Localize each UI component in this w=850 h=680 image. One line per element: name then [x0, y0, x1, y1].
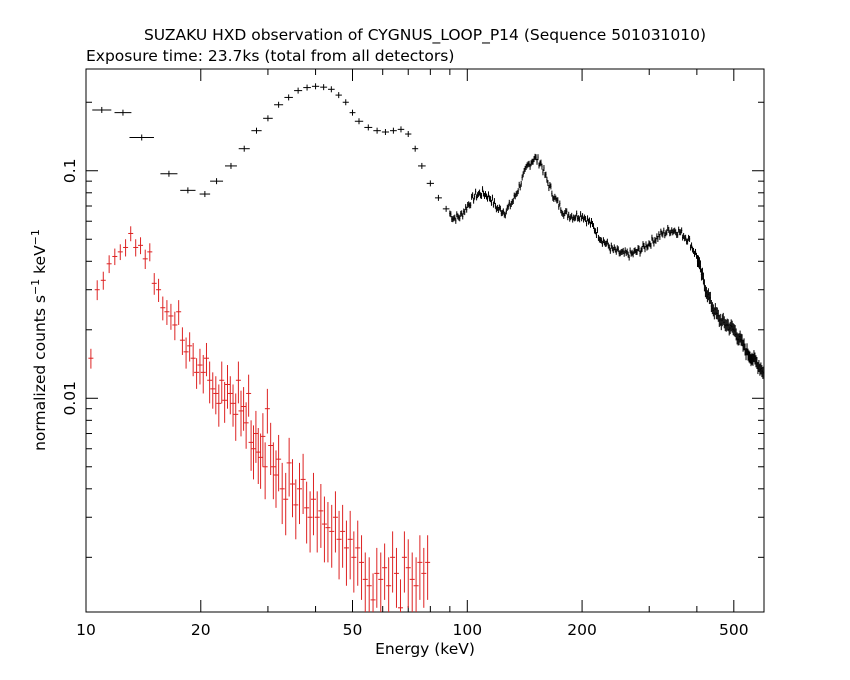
y-tick-label: 0.1	[61, 158, 79, 183]
minor-ticks	[86, 69, 765, 612]
x-tick-label: 500	[719, 621, 749, 639]
y-axis-label: normalized counts s−1 keV−1	[29, 229, 49, 451]
plot-frame	[85, 68, 765, 613]
x-tick-label: 100	[452, 621, 482, 639]
chart-subtitle: Exposure time: 23.7ks (total from all de…	[86, 47, 454, 65]
series-red	[88, 226, 431, 612]
chart-title: SUZAKU HXD observation of CYGNUS_LOOP_P1…	[144, 26, 706, 45]
y-axis: 0.1 0.01	[61, 158, 764, 416]
x-axis-label: Energy (keV)	[375, 640, 475, 658]
x-axis: 10 20 50 100 200 500	[76, 69, 749, 639]
y-tick-label: 0.01	[61, 381, 79, 416]
x-tick-label: 10	[76, 621, 96, 639]
x-tick-label: 50	[343, 621, 363, 639]
x-tick-label: 20	[191, 621, 211, 639]
x-tick-label: 200	[567, 621, 597, 639]
series-black	[92, 83, 765, 379]
